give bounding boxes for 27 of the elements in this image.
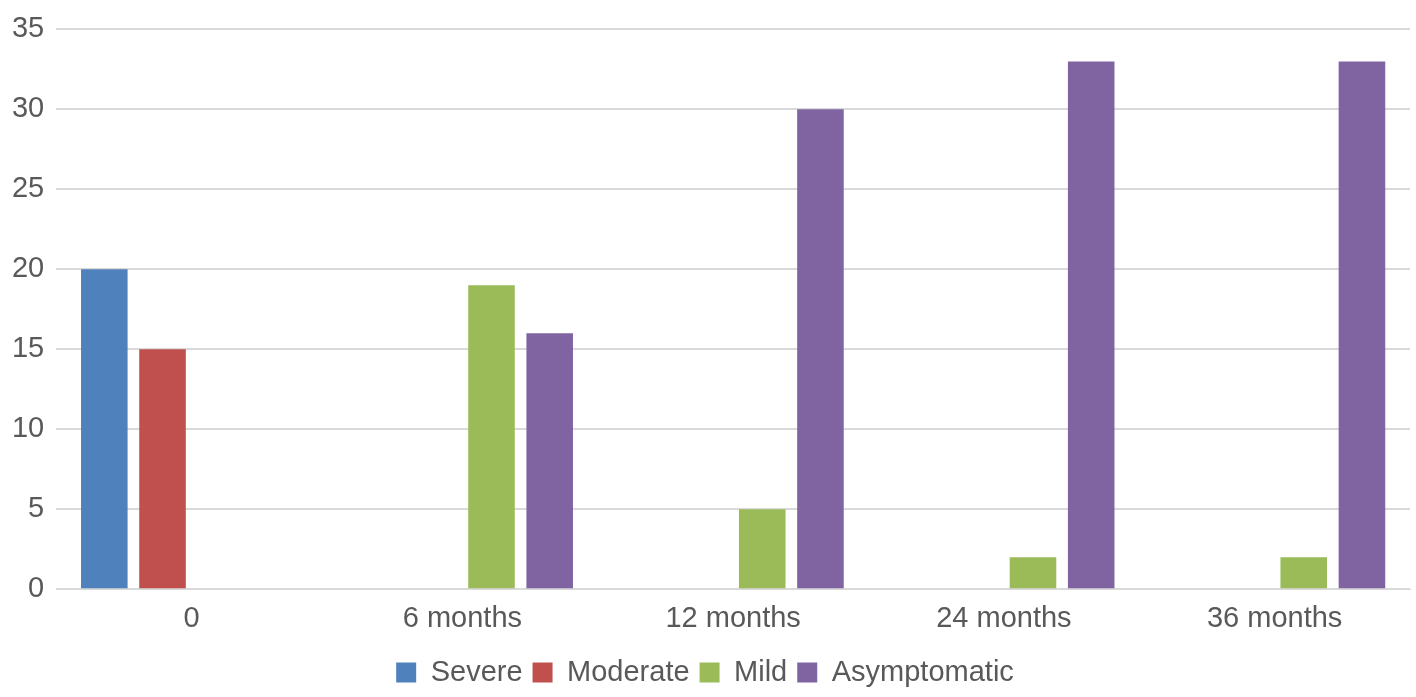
x-tick-label: 36 months <box>1206 600 1343 633</box>
y-tick-label: 35 <box>11 11 45 44</box>
x-tick-label: 0 <box>183 600 200 633</box>
legend-label: Mild <box>734 654 788 687</box>
x-tick-label: 12 months <box>665 600 801 633</box>
bar <box>738 509 786 589</box>
bar <box>1280 557 1328 589</box>
y-tick-label: 0 <box>28 571 45 604</box>
y-tick-label: 5 <box>28 491 45 524</box>
bar <box>139 349 186 589</box>
y-tick-label: 25 <box>11 171 45 204</box>
bar <box>526 333 573 589</box>
y-tick-label: 30 <box>11 91 45 124</box>
y-tick-label: 15 <box>11 331 45 364</box>
x-tick-label: 24 months <box>936 600 1072 633</box>
legend-label: Severe <box>430 654 523 687</box>
bar <box>81 269 128 589</box>
bar <box>797 109 844 589</box>
legend-label: Moderate <box>567 654 690 687</box>
bar <box>1067 61 1115 589</box>
legend-label: Asymptomatic <box>831 654 1014 687</box>
bar <box>1338 61 1386 589</box>
y-tick-label: 20 <box>11 251 45 284</box>
x-tick-label: 6 months <box>402 600 523 633</box>
bar <box>468 285 515 589</box>
y-tick-label: 10 <box>11 411 45 444</box>
bar <box>1009 557 1057 589</box>
